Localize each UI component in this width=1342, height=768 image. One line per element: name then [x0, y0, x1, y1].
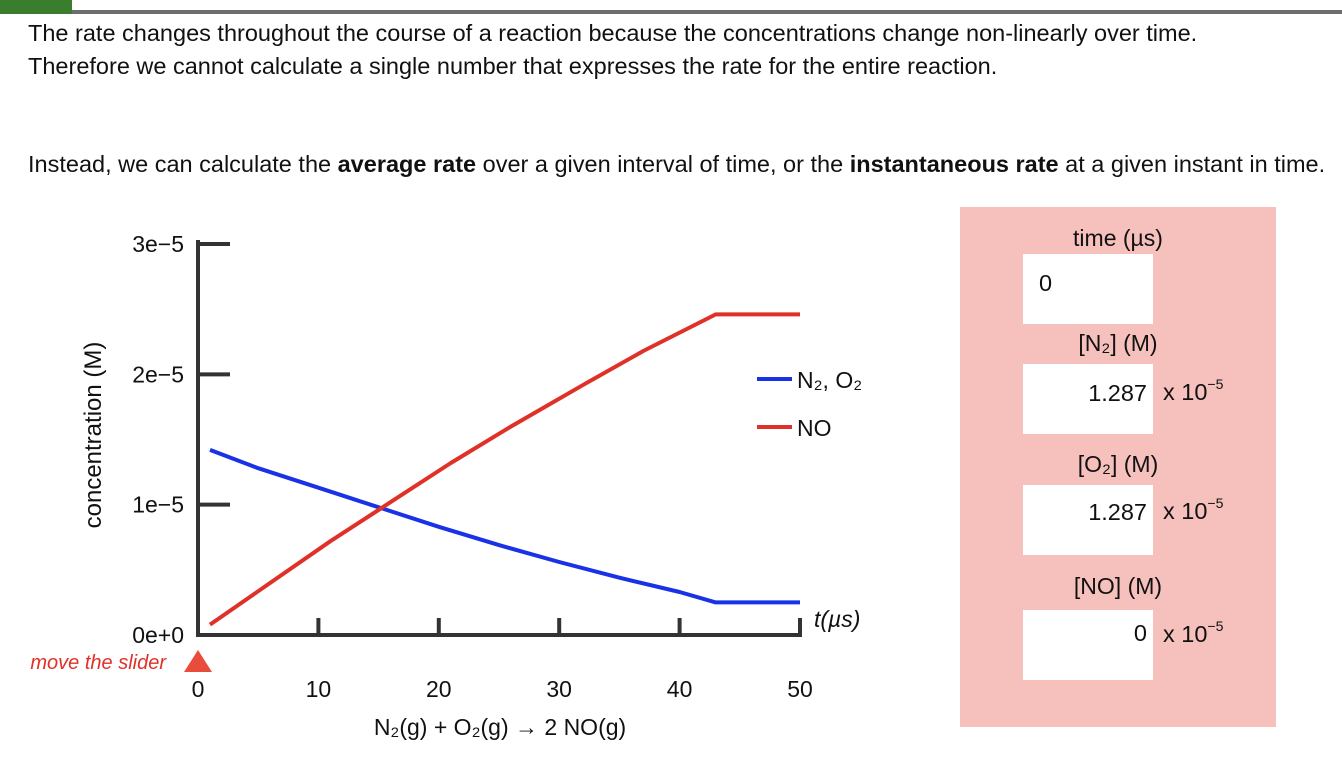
legend-label: N₂, O₂ [797, 367, 862, 393]
rate-paragraph: Instead, we can calculate the average ra… [28, 148, 1328, 181]
x-tick-label: 30 [546, 676, 572, 702]
exp-prefix: x 10 [1163, 620, 1208, 647]
instantaneous-rate-term: instantaneous rate [849, 151, 1059, 177]
slider-label: move the slider [30, 652, 167, 674]
time-label: time (µs) [1073, 225, 1163, 251]
y-tick-label: 0e+0 [132, 622, 184, 648]
exp-power: −5 [1207, 618, 1224, 634]
exp-prefix: x 10 [1163, 378, 1208, 405]
y-tick-label: 3e−5 [132, 231, 184, 257]
slider-handle[interactable] [184, 650, 212, 672]
rate-text-2: over a given interval of time, or the [476, 151, 850, 177]
no-box: 0 [1023, 610, 1153, 680]
reaction-equation: N₂(g) + O₂(g) → 2 NO(g) [374, 714, 626, 740]
legend-label: NO [797, 415, 832, 441]
n2-exponent: x 10−5 [1163, 376, 1224, 406]
o2-exponent: x 10−5 [1163, 495, 1224, 525]
x-tick-label: 10 [306, 676, 332, 702]
x-axis-label: t(µs) [814, 606, 860, 632]
section-marker [0, 0, 72, 14]
no-value: 0 [1133, 620, 1147, 646]
time-box: 0 [1023, 254, 1153, 324]
n2-value: 1.287 [1088, 380, 1147, 406]
rate-text-3: at a given instant in time. [1058, 151, 1326, 177]
n2-label: [N₂] (M) [1078, 330, 1158, 356]
exp-prefix: x 10 [1163, 497, 1208, 524]
y-axis-label: concentration (M) [80, 342, 107, 529]
x-tick-label: 50 [787, 676, 813, 702]
time-value: 0 [1039, 270, 1053, 296]
exp-power: −5 [1207, 495, 1224, 511]
average-rate-term: average rate [337, 151, 477, 177]
n2-box: 1.287 [1023, 364, 1153, 434]
no-label: [NO] (M) [1073, 573, 1163, 599]
top-bar [0, 0, 1342, 14]
y-tick-label: 2e−5 [132, 361, 184, 387]
o2-value: 1.287 [1088, 499, 1147, 525]
o2-box: 1.287 [1023, 485, 1153, 555]
concentration-chart: 0e+0 1e−5 2e−5 3e−5 0 10 20 30 40 50 t(µs) concentr… [30, 231, 862, 740]
x-tick-label: 0 [192, 676, 205, 702]
exp-power: −5 [1207, 376, 1224, 392]
x-tick-label: 20 [426, 676, 452, 702]
x-tick-label: 40 [667, 676, 693, 702]
rate-text-1: Instead, we can calculate the [28, 151, 338, 177]
no-exponent: x 10−5 [1163, 618, 1224, 648]
values-panel: time (µs) 0 [N₂] (M) 1.287 x 10−5 [O₂] (… [960, 207, 1276, 727]
o2-label: [O₂] (M) [1077, 451, 1159, 477]
series-line-n2-o2 [209, 448, 800, 605]
series-line-no [208, 312, 800, 627]
intro-paragraph: The rate changes throughout the course o… [28, 20, 1198, 79]
y-tick-label: 1e−5 [132, 492, 184, 518]
header-rule [72, 10, 1342, 14]
